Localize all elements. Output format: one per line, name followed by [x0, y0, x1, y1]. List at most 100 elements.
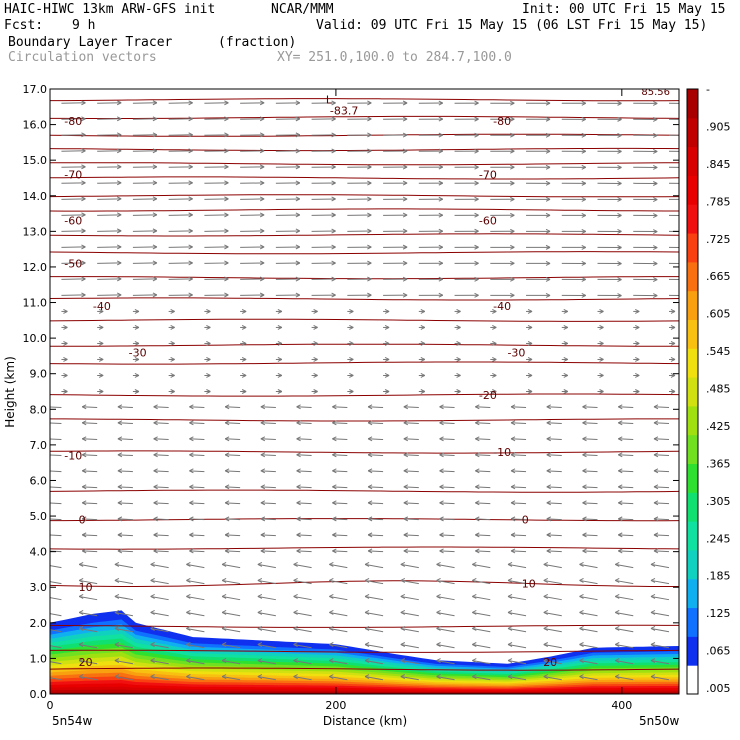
circulation-vector — [597, 341, 604, 346]
circulation-vector — [367, 532, 384, 538]
colorbar-swatch — [687, 204, 698, 234]
circulation-vector — [332, 468, 348, 474]
circulation-vector — [117, 420, 133, 426]
contour-label: 20 — [79, 656, 93, 669]
circulation-vector — [168, 292, 193, 298]
circulation-vector — [668, 182, 679, 184]
contour-label: -60 — [64, 215, 82, 228]
circulation-vector — [561, 164, 587, 170]
circulation-vector — [189, 420, 205, 426]
forecast-label: Fcst: — [4, 18, 44, 33]
circulation-vector — [329, 626, 348, 633]
circulation-vector — [561, 228, 587, 234]
circulation-vector — [582, 500, 598, 506]
circulation-vector — [507, 610, 527, 617]
circulation-vector — [582, 484, 598, 490]
circulation-vector — [61, 100, 86, 106]
circulation-vector — [367, 500, 384, 506]
circulation-vector — [650, 577, 670, 585]
circulation-vector — [275, 389, 283, 394]
circulation-vector — [579, 674, 598, 681]
circulation-vector — [153, 500, 169, 506]
circulation-vector — [367, 420, 384, 426]
y-axis: 0.0 1.0 2.0 3.0 4.0 5.0 6.0 7.0 8.0 9.0 10.0 11.0 12… — [23, 83, 679, 701]
contour-line — [50, 176, 679, 180]
circulation-vector — [383, 164, 408, 170]
circulation-vector — [582, 420, 598, 426]
circulation-vector — [132, 196, 158, 202]
circulation-vector — [633, 373, 640, 378]
circulation-vector — [472, 626, 491, 633]
circulation-vector — [168, 100, 193, 106]
circulation-vector — [364, 577, 384, 585]
circulation-vector — [490, 116, 515, 122]
circulation-vector — [454, 357, 461, 362]
circulation-vector — [296, 420, 312, 426]
circulation-vector — [240, 260, 265, 266]
circulation-vector — [597, 277, 622, 282]
circulation-vector — [668, 294, 679, 297]
circulation-vector — [597, 324, 604, 330]
circulation-vector — [275, 308, 283, 314]
circulation-vector — [383, 357, 390, 362]
circulation-vector — [260, 516, 276, 522]
circulation-vector — [204, 180, 229, 186]
circulation-vector — [490, 373, 497, 378]
circulation-vector — [311, 228, 336, 234]
circulation-vector — [114, 561, 134, 569]
colorbar-label: .485 — [706, 383, 731, 396]
circulation-vector — [189, 436, 205, 442]
circulation-vector — [296, 484, 312, 490]
circulation-vector — [454, 180, 479, 186]
circulation-vector — [296, 468, 312, 474]
circulation-vector — [260, 436, 276, 442]
circulation-vector — [618, 484, 634, 490]
circulation-vector — [78, 642, 98, 649]
circulation-vector — [490, 148, 515, 154]
circulation-vector — [153, 516, 169, 522]
circulation-vector — [50, 548, 62, 554]
circulation-vector — [597, 373, 604, 378]
circulation-vector — [293, 594, 312, 601]
circulation-vector — [329, 577, 348, 585]
colorbar-label: - — [706, 83, 710, 96]
circulation-vector — [439, 548, 455, 554]
circulation-vector — [490, 308, 497, 314]
contour-line — [50, 361, 679, 365]
x-tick-label: 400 — [611, 699, 632, 712]
colorbar-label: .125 — [706, 607, 731, 620]
circulation-vector — [579, 610, 598, 617]
circulation-vector — [204, 196, 229, 202]
circulation-vector — [510, 452, 527, 458]
circulation-vector — [50, 404, 62, 410]
circulation-vector — [418, 341, 426, 346]
circulation-vector — [296, 500, 312, 506]
circulation-vector — [114, 658, 134, 665]
circulation-vector — [650, 658, 670, 665]
circulation-vector — [311, 324, 318, 330]
circulation-vector — [383, 196, 408, 202]
circulation-vector — [633, 116, 658, 122]
colorbar-swatch — [687, 117, 698, 148]
circulation-vector — [240, 116, 265, 122]
circulation-vector — [367, 404, 384, 410]
circulation-vector — [439, 436, 455, 442]
circulation-vector — [97, 196, 122, 202]
circulation-vector — [114, 610, 134, 617]
circulation-vector — [526, 196, 551, 202]
circulation-vector — [132, 148, 158, 154]
circulation-vector — [153, 468, 169, 474]
circulation-vector — [475, 484, 491, 490]
circulation-vector — [275, 196, 301, 202]
circulation-vector — [168, 116, 193, 122]
circulation-vector — [507, 594, 527, 601]
circulation-vector — [561, 100, 587, 106]
circulation-vector — [275, 244, 301, 250]
circulation-vector — [61, 292, 86, 298]
y-tick-label: 2.0 — [30, 617, 48, 630]
circulation-vector — [439, 468, 455, 474]
circulation-vector — [561, 357, 569, 362]
y-tick-label: 12.0 — [23, 261, 48, 274]
circulation-vector — [418, 132, 444, 138]
